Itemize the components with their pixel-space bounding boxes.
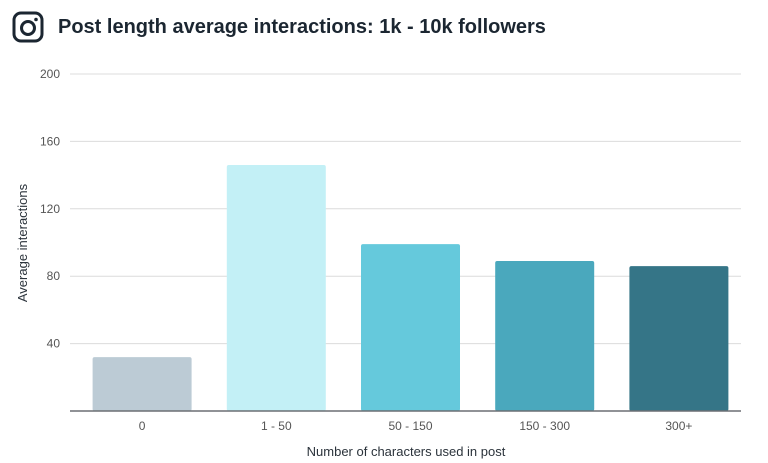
x-axis-ticks: 0 1 - 50 50 - 150 150 - 300 300+ — [139, 419, 693, 433]
y-axis-ticks: 40 80 120 160 200 — [40, 67, 60, 351]
x-axis-label: Number of characters used in post — [307, 444, 506, 459]
bar — [92, 357, 192, 411]
bar — [226, 164, 326, 411]
x-tick-label: 150 - 300 — [519, 419, 570, 433]
y-tick-label: 200 — [40, 67, 60, 81]
bar — [361, 244, 460, 411]
x-tick-label: 300+ — [665, 419, 692, 433]
x-tick-label: 50 - 150 — [388, 419, 432, 433]
y-tick-label: 120 — [40, 202, 60, 216]
x-tick-label: 0 — [139, 419, 146, 433]
chart-header: Post length average interactions: 1k - 1… — [12, 11, 546, 43]
y-axis-label: Average interactions — [15, 183, 30, 302]
y-tick-label: 40 — [47, 337, 61, 351]
x-tick-label: 1 - 50 — [261, 419, 292, 433]
instagram-icon — [12, 11, 44, 43]
bars — [92, 164, 729, 411]
bar — [495, 261, 595, 411]
bar — [629, 266, 729, 411]
y-tick-label: 160 — [40, 134, 60, 148]
y-tick-label: 80 — [47, 269, 61, 283]
chart-title: Post length average interactions: 1k - 1… — [58, 15, 546, 38]
